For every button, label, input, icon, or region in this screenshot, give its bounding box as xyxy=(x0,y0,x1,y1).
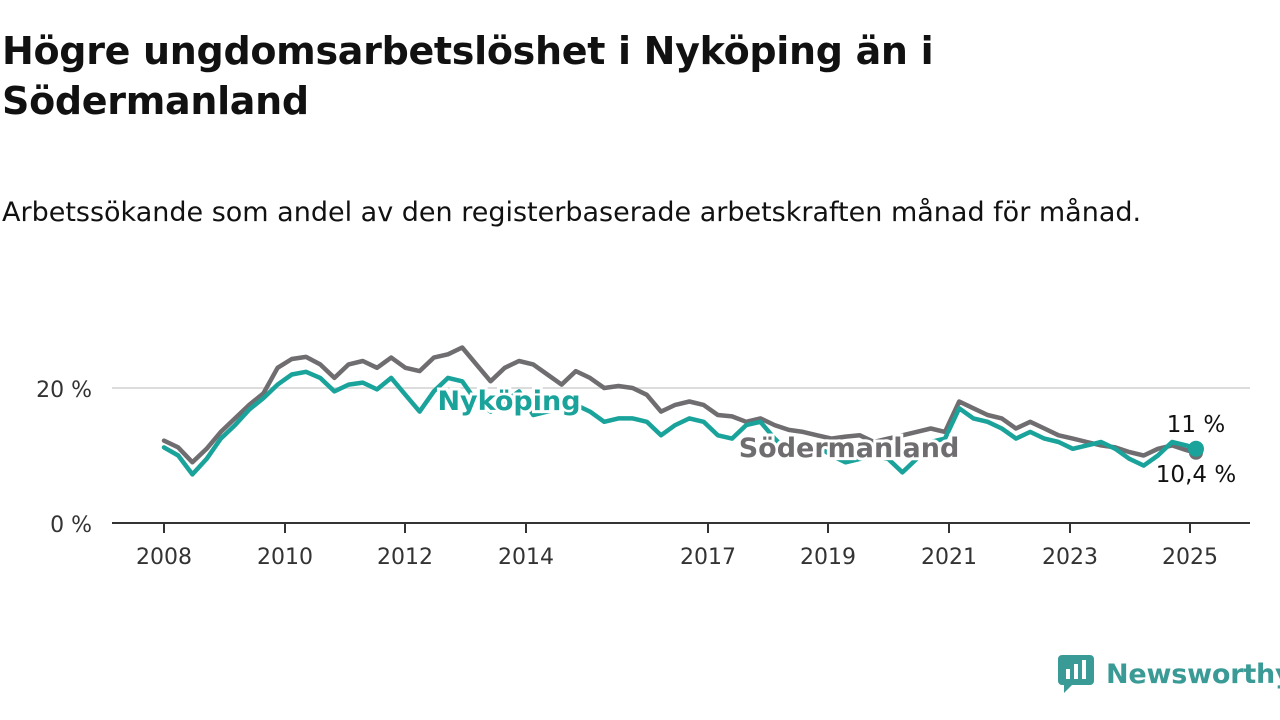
x-tick-label: 2008 xyxy=(136,545,192,570)
newsworthy-logo-icon xyxy=(1058,655,1094,693)
y-tick-label: 20 % xyxy=(36,378,92,403)
x-tick-label: 2021 xyxy=(921,545,977,570)
y-tick-label: 0 % xyxy=(50,513,92,538)
x-tick-label: 2017 xyxy=(680,545,736,570)
end-dot-nykoping xyxy=(1188,440,1204,457)
series-line-nyköping xyxy=(161,369,1199,477)
series-line-södermanland xyxy=(161,345,1199,465)
x-tick-label: 2010 xyxy=(257,545,313,570)
x-tick-label: 2025 xyxy=(1162,545,1218,570)
chart-title: Högre ungdomsarbetslöshet i Nyköping än … xyxy=(2,29,934,123)
x-tick-label: 2023 xyxy=(1042,545,1098,570)
end-label-nykoping: 11 % xyxy=(1167,412,1225,438)
x-tick-label: 2014 xyxy=(498,545,554,570)
newsworthy-logo[interactable]: Newsworthy xyxy=(1058,654,1280,694)
x-tick-label: 2012 xyxy=(377,545,433,570)
series-label-nykoping: Nyköping xyxy=(437,386,580,417)
end-label-sodermanland: 10,4 % xyxy=(1156,462,1236,488)
chart-subtitle: Arbetssökande som andel av den registerb… xyxy=(2,197,1142,228)
series-label-sodermanland: Södermanland xyxy=(739,433,960,464)
newsworthy-logo-text: Newsworthy xyxy=(1106,658,1280,690)
x-tick-label: 2019 xyxy=(800,545,856,570)
